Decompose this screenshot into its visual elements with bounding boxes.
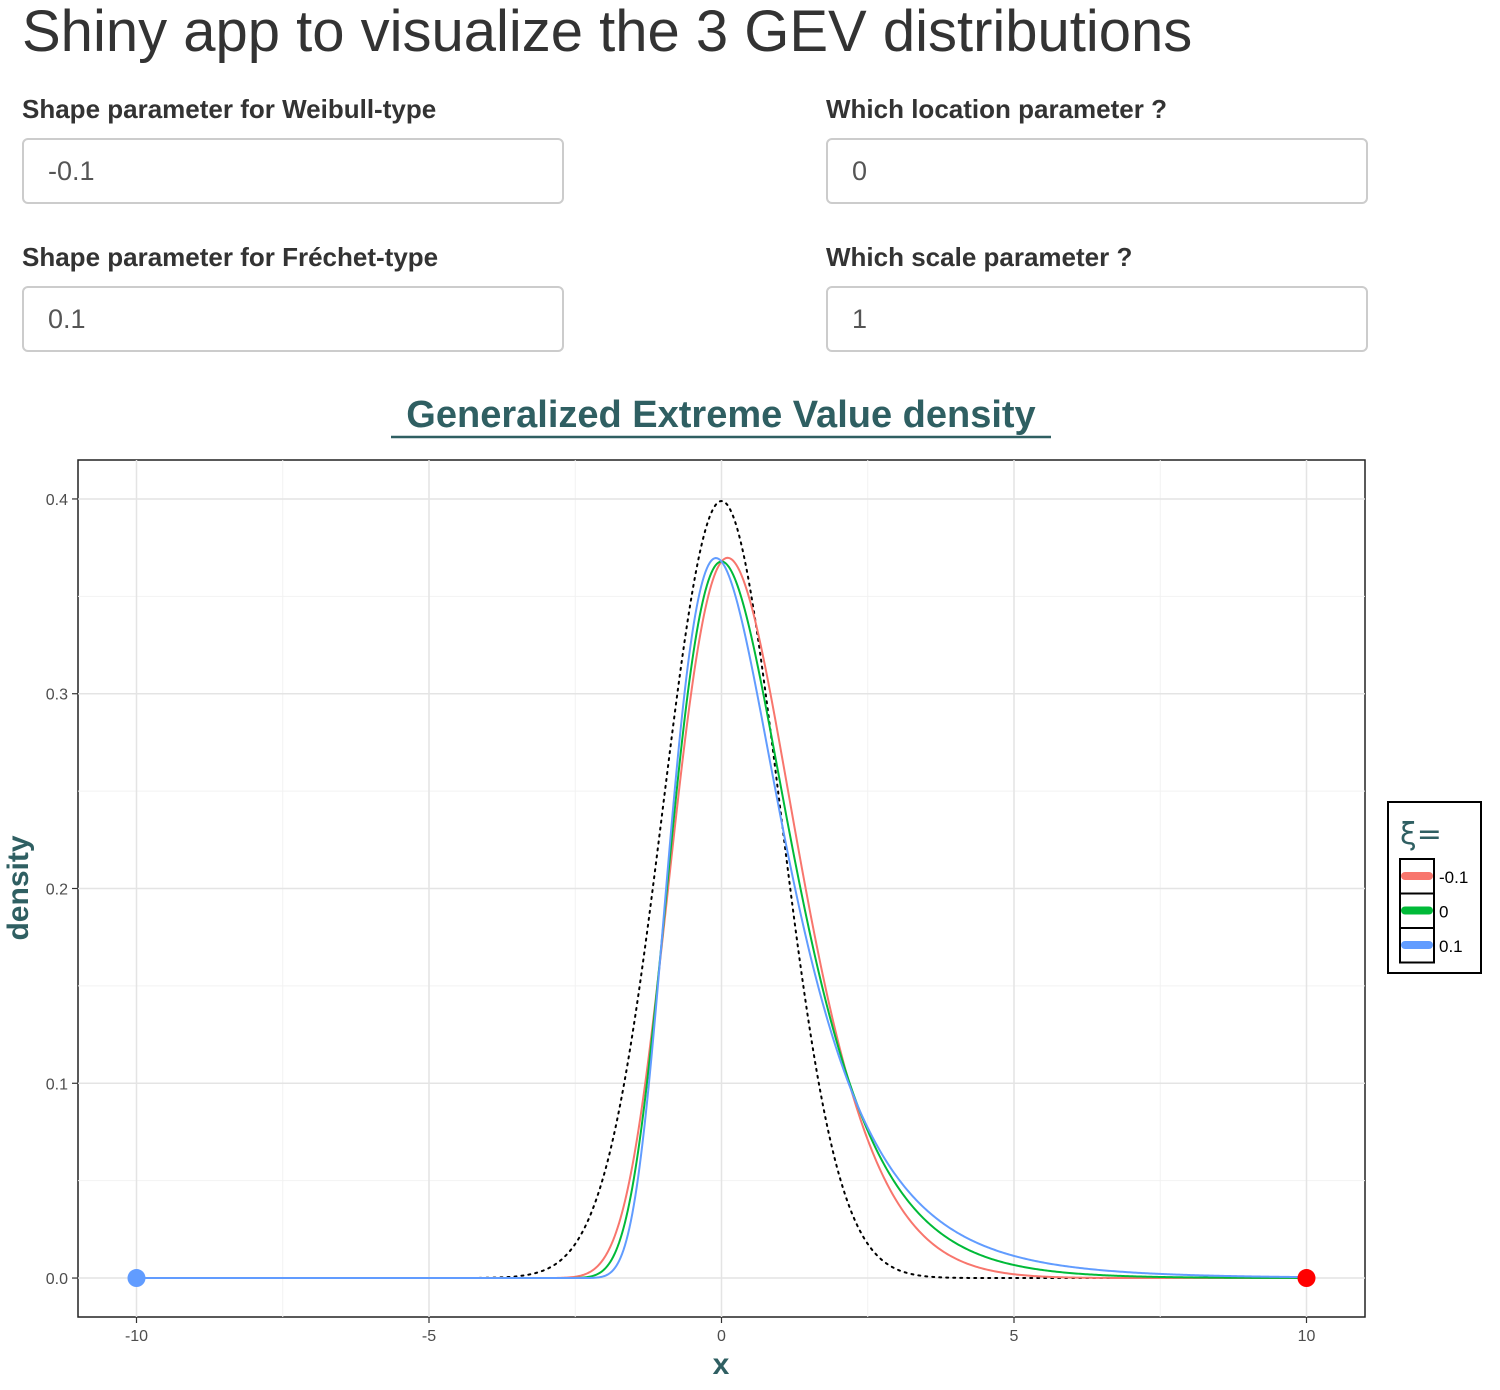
endpoint-marker xyxy=(1297,1269,1316,1288)
location-label: Which location parameter ? xyxy=(826,94,1167,124)
chart-title: Generalized Extreme Value density xyxy=(406,394,1035,436)
legend-label: -0.1 xyxy=(1439,868,1468,887)
legend: ξ= -0.1 0 0.1 xyxy=(1387,801,1482,974)
legend-label: 0.1 xyxy=(1439,937,1463,956)
gev-curve-shape-0.1 xyxy=(136,557,1307,1280)
weibull-shape-input[interactable] xyxy=(22,138,564,204)
weibull-shape-field: Shape parameter for Weibull-type xyxy=(22,94,564,204)
x-tick-label: -10 xyxy=(125,1328,148,1345)
location-input[interactable] xyxy=(826,138,1368,204)
frechet-shape-field: Shape parameter for Fréchet-type xyxy=(22,242,564,352)
endpoint-layer xyxy=(127,1269,1316,1288)
gev-density-plot: Generalized Extreme Value density 0.0 0.1… xyxy=(2,394,1482,1381)
legend-title: ξ= xyxy=(1400,817,1442,852)
x-tick-label: 0 xyxy=(717,1328,726,1345)
x-tick-label: 10 xyxy=(1298,1328,1316,1345)
y-tick-label: 0.0 xyxy=(46,1271,68,1288)
frechet-shape-input[interactable] xyxy=(22,286,564,352)
location-field: Which location parameter ? xyxy=(826,94,1368,204)
scale-field: Which scale parameter ? xyxy=(826,242,1368,352)
frechet-shape-label: Shape parameter for Fréchet-type xyxy=(22,242,439,272)
weibull-shape-label: Shape parameter for Weibull-type xyxy=(22,94,437,124)
y-axis-label: density xyxy=(2,835,35,940)
legend-items: -0.1 0 0.1 xyxy=(1399,858,1468,964)
y-tick-label: 0.3 xyxy=(46,687,68,704)
x-tick-layer: -10 -5 0 5 10 xyxy=(125,1317,1316,1345)
x-tick-label: 5 xyxy=(1010,1328,1019,1345)
legend-label: 0 xyxy=(1439,903,1448,922)
grid-layer xyxy=(78,460,1365,1317)
app-title: Shiny app to visualize the 3 GEV distrib… xyxy=(22,0,1193,64)
scale-input[interactable] xyxy=(826,286,1368,352)
x-axis-label: x xyxy=(713,1348,730,1381)
endpoint-marker xyxy=(127,1269,146,1288)
y-tick-label: 0.1 xyxy=(46,1076,68,1093)
y-tick-label: 0.4 xyxy=(46,492,68,509)
scale-label: Which scale parameter ? xyxy=(826,242,1133,272)
x-tick-label: -5 xyxy=(422,1328,436,1345)
y-tick-layer: 0.0 0.1 0.2 0.3 0.4 xyxy=(46,492,78,1288)
y-tick-label: 0.2 xyxy=(46,882,68,899)
curve-layer xyxy=(135,499,1308,1280)
